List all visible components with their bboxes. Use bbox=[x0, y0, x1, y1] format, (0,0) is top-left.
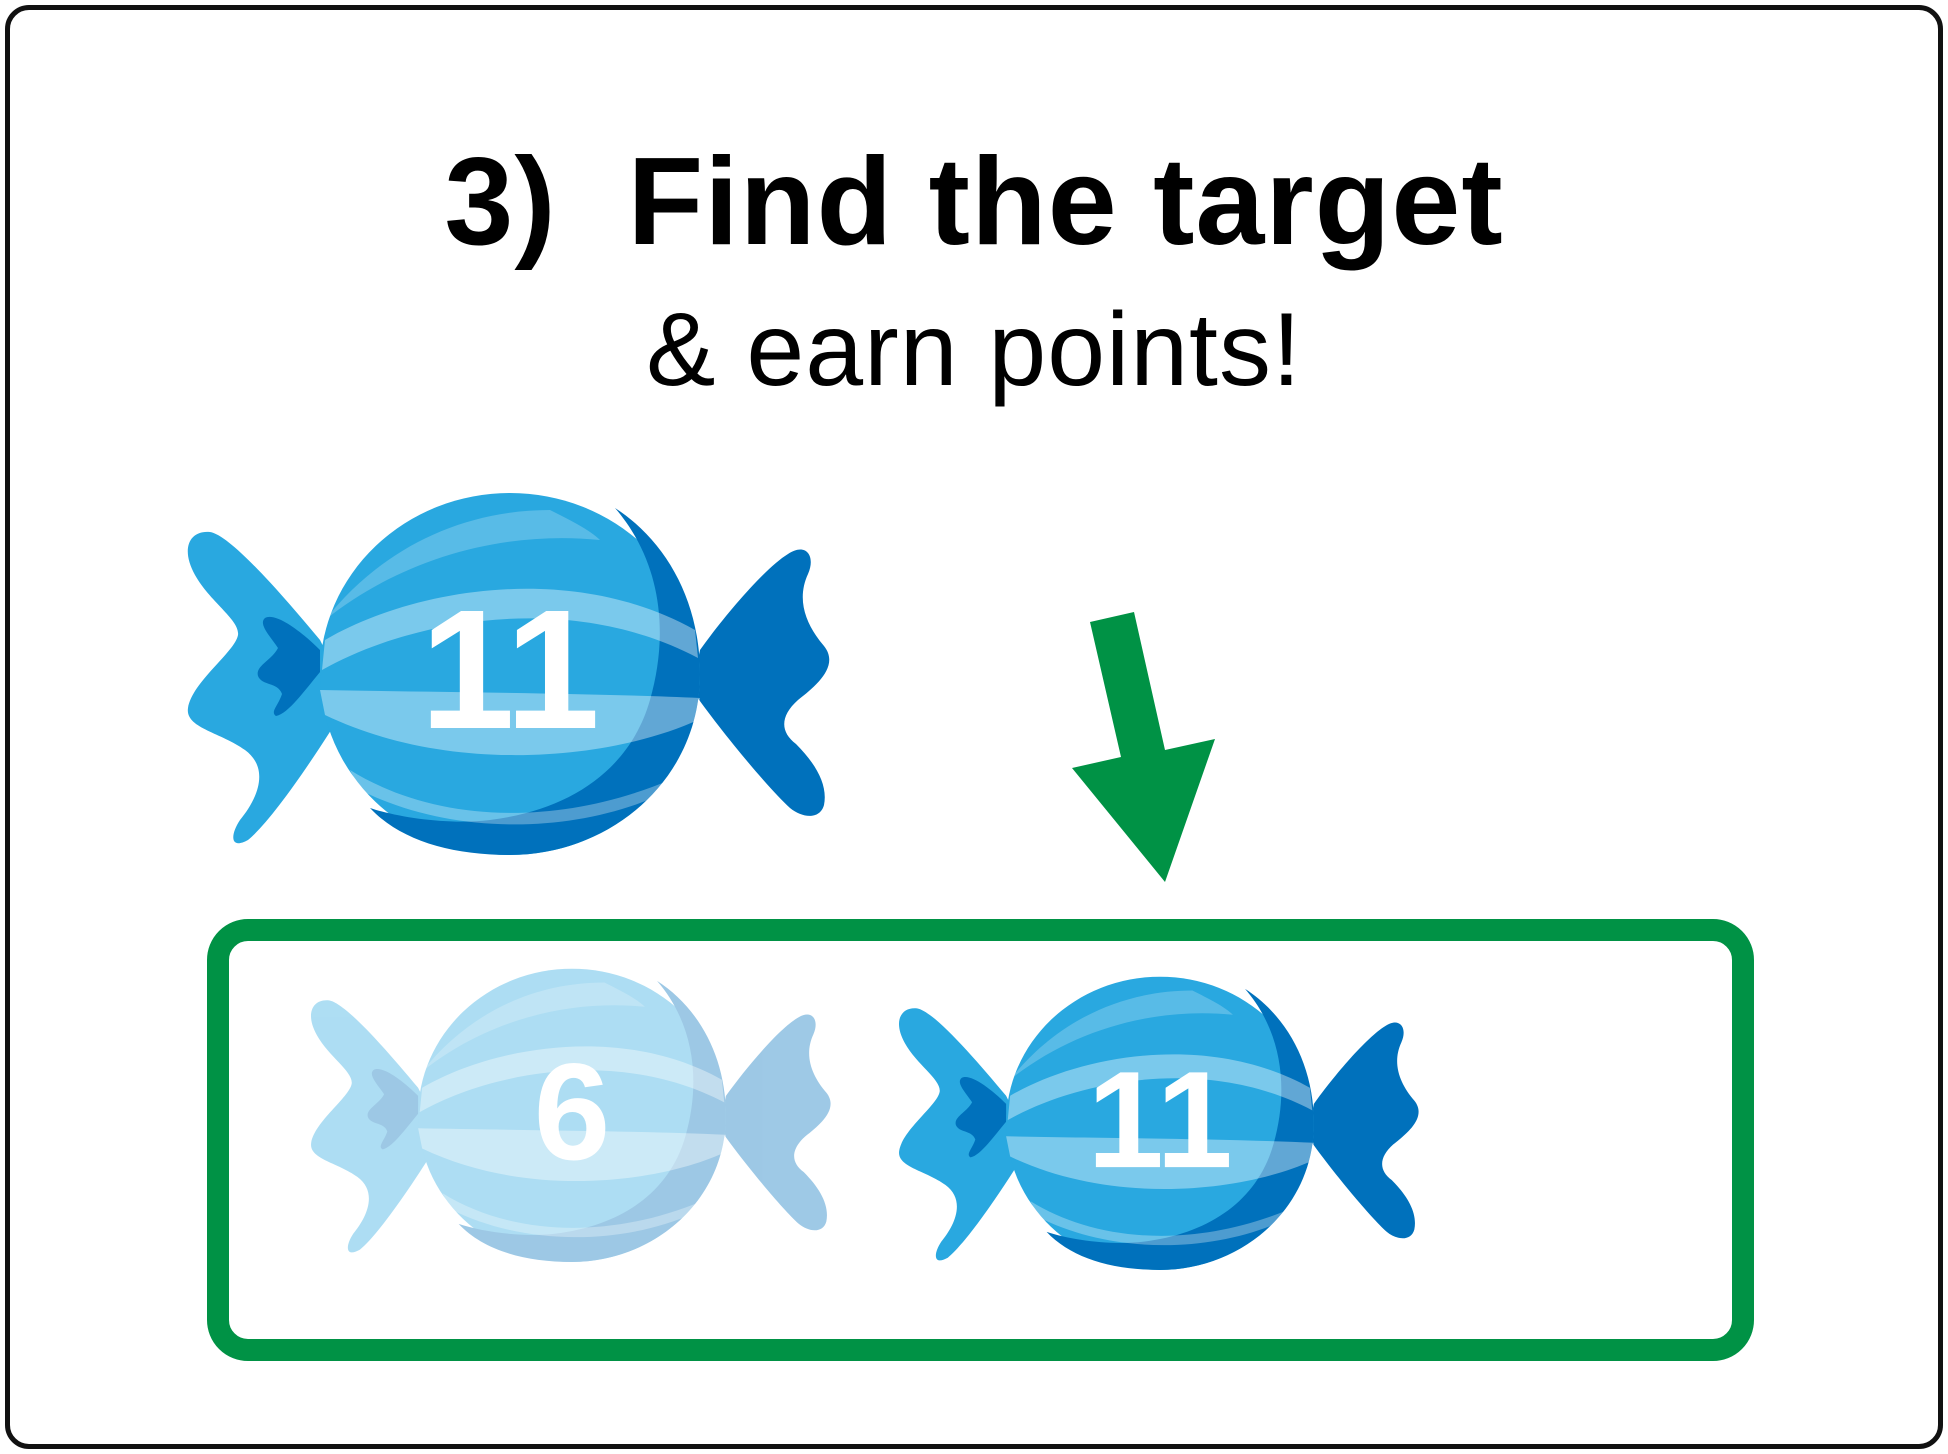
choice-box bbox=[207, 919, 1754, 1361]
candy-option-number: 11 bbox=[1087, 1043, 1233, 1197]
candy-option-number: 6 bbox=[534, 1035, 611, 1189]
target-candy: 11 bbox=[187, 493, 830, 855]
candy-option-faded[interactable]: 6 bbox=[311, 968, 831, 1262]
target-candy-number: 11 bbox=[420, 575, 600, 765]
instruction-subtitle: & earn points! bbox=[646, 292, 1302, 408]
arrow-down-icon bbox=[1072, 612, 1215, 882]
candy-option-active[interactable]: 11 bbox=[899, 976, 1419, 1270]
instruction-title: 3) Find the target bbox=[444, 133, 1504, 271]
